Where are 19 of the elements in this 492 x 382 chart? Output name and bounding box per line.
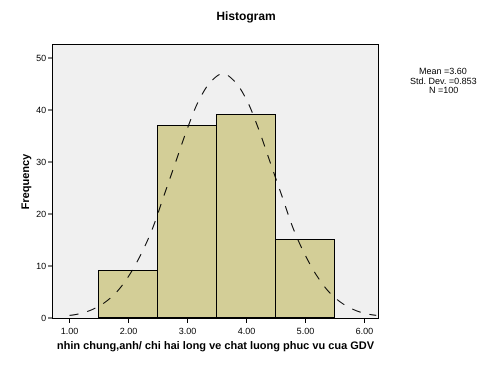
text: Mean =3.60 bbox=[419, 66, 467, 76]
y-tick-label: 0 bbox=[41, 313, 46, 324]
text: N =100 bbox=[429, 85, 458, 95]
y-tick-label: 50 bbox=[36, 53, 46, 64]
y-tick-label: 30 bbox=[36, 157, 46, 168]
x-tick-label: 2.00 bbox=[120, 326, 138, 336]
y-tick-label: 40 bbox=[36, 105, 46, 116]
line-series bbox=[69, 73, 377, 316]
x-tick-label: 4.00 bbox=[238, 326, 256, 336]
x-tick-label: 5.00 bbox=[296, 326, 314, 336]
x-tick-label: 6.00 bbox=[356, 326, 374, 336]
x-tick-label: 3.00 bbox=[178, 326, 196, 336]
chart-title: Histogram bbox=[216, 8, 276, 23]
x-axis-title: nhin chung,anh/ chi hai long ve chat luong phuc vu cua GDV bbox=[56, 340, 375, 352]
y-axis-title: Frequency bbox=[20, 152, 32, 210]
text: Std. Dev. =0.853 bbox=[410, 76, 477, 86]
y-tick-label: 10 bbox=[36, 261, 46, 272]
x-tick-label: 1.00 bbox=[60, 326, 78, 336]
y-tick-label: 20 bbox=[36, 209, 46, 220]
